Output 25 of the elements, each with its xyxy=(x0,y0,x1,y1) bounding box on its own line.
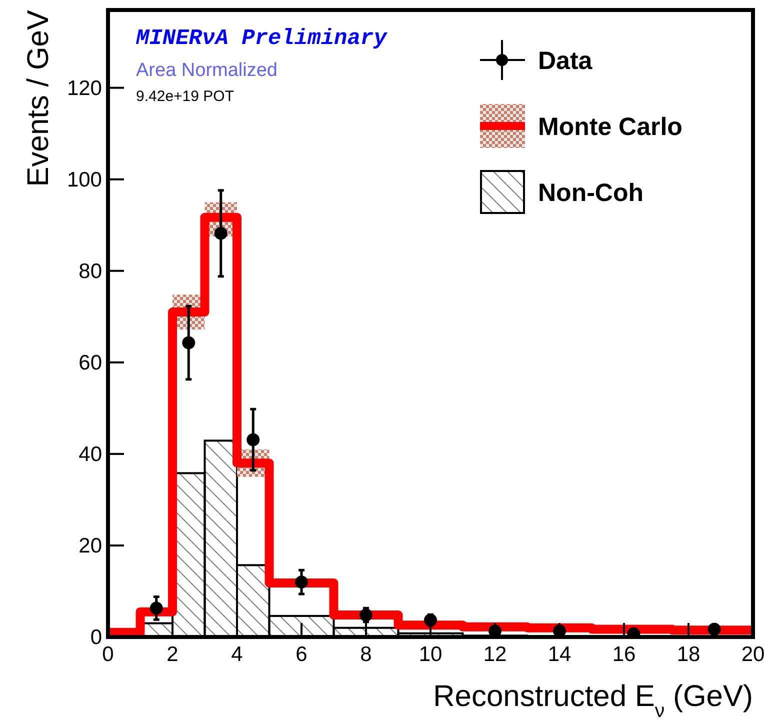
y-tick-label: 0 xyxy=(90,626,102,649)
legend-label: Monte Carlo xyxy=(538,113,682,141)
y-tick-label: 60 xyxy=(78,351,102,374)
x-axis-title: Reconstructed E$_{ν}$ (GeV) xyxy=(433,680,753,722)
annotation: Area Normalized xyxy=(136,60,278,81)
legend-label: Data xyxy=(538,47,594,75)
y-axis-title: Events / GeV xyxy=(22,10,55,187)
y-tick-label: 100 xyxy=(66,168,102,192)
x-tick-label: 20 xyxy=(741,643,765,666)
x-tick-label: 10 xyxy=(418,643,442,666)
annotation: 9.42e+19 POT xyxy=(136,88,234,105)
legend-label: Non-Coh xyxy=(538,179,644,207)
x-tick-label: 2 xyxy=(166,643,178,666)
y-tick-label: 40 xyxy=(78,442,102,466)
x-tick-label: 14 xyxy=(548,643,572,666)
x-tick-label: 6 xyxy=(296,643,308,666)
y-tick-label: 120 xyxy=(66,76,102,100)
x-tick-label: 16 xyxy=(612,643,636,666)
x-tick-label: 12 xyxy=(483,643,507,666)
y-tick-label: 80 xyxy=(78,260,102,283)
x-tick-label: 8 xyxy=(360,643,372,666)
x-tick-label: 4 xyxy=(231,643,244,666)
y-tick-label: 20 xyxy=(78,534,102,558)
x-tick-label: 18 xyxy=(676,643,700,666)
annotation: MINERνA Preliminary xyxy=(135,26,388,51)
